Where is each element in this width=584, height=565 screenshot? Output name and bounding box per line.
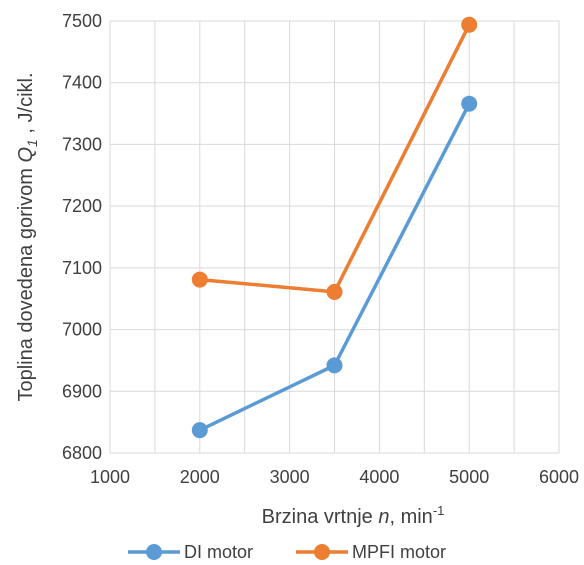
legend: DI motor MPFI motor bbox=[128, 542, 446, 562]
data-point-di-motor bbox=[461, 95, 478, 112]
x-axis-title-prefix: Brzina vrtnje bbox=[262, 506, 379, 528]
y-tick-label: 7400 bbox=[62, 73, 102, 93]
y-tick-label: 7000 bbox=[62, 320, 102, 340]
data-point-mpfi-motor bbox=[191, 271, 208, 288]
x-tick-label: 1000 bbox=[90, 467, 130, 487]
data-point-di-motor bbox=[191, 422, 208, 439]
legend-label-mpfi-motor: MPFI motor bbox=[352, 542, 446, 562]
x-tick-label: 6000 bbox=[539, 467, 579, 487]
x-axis-title-suffix: , min bbox=[389, 506, 432, 528]
legend-label-di-motor: DI motor bbox=[184, 542, 253, 562]
x-axis-title-sup: -1 bbox=[433, 503, 445, 518]
y-tick-label: 6800 bbox=[62, 443, 102, 463]
data-point-mpfi-motor bbox=[461, 16, 478, 33]
x-tick-labels: 1000 2000 3000 4000 5000 6000 bbox=[90, 467, 579, 487]
legend-marker-di-motor bbox=[146, 544, 162, 560]
y-tick-label: 7100 bbox=[62, 258, 102, 278]
y-tick-label: 7500 bbox=[62, 11, 102, 31]
y-axis-title-var: Q bbox=[15, 147, 37, 163]
x-tick-label: 4000 bbox=[359, 467, 399, 487]
x-tick-label: 2000 bbox=[180, 467, 220, 487]
x-axis-title: Brzina vrtnje n, min-1 bbox=[262, 503, 445, 528]
series-points bbox=[191, 16, 478, 439]
legend-marker-mpfi-motor bbox=[314, 544, 330, 560]
y-tick-label: 7200 bbox=[62, 196, 102, 216]
y-tick-label: 6900 bbox=[62, 381, 102, 401]
y-tick-label: 7300 bbox=[62, 134, 102, 154]
grid bbox=[109, 20, 560, 454]
y-axis-title-suffix: , J/cikl. bbox=[15, 72, 37, 139]
y-tick-labels: 6800 6900 7000 7100 7200 7300 7400 7500 bbox=[62, 11, 102, 463]
y-axis-title-sub: 1 bbox=[24, 139, 40, 147]
x-tick-label: 5000 bbox=[449, 467, 489, 487]
data-point-mpfi-motor bbox=[326, 283, 343, 300]
x-tick-label: 3000 bbox=[270, 467, 310, 487]
y-axis-title: Toplina dovedena gorivom Q1 , J/cikl. bbox=[15, 72, 40, 401]
data-point-di-motor bbox=[326, 357, 343, 374]
y-axis-title-prefix: Toplina dovedena gorivom bbox=[15, 162, 37, 401]
x-axis-title-var: n bbox=[378, 506, 389, 528]
